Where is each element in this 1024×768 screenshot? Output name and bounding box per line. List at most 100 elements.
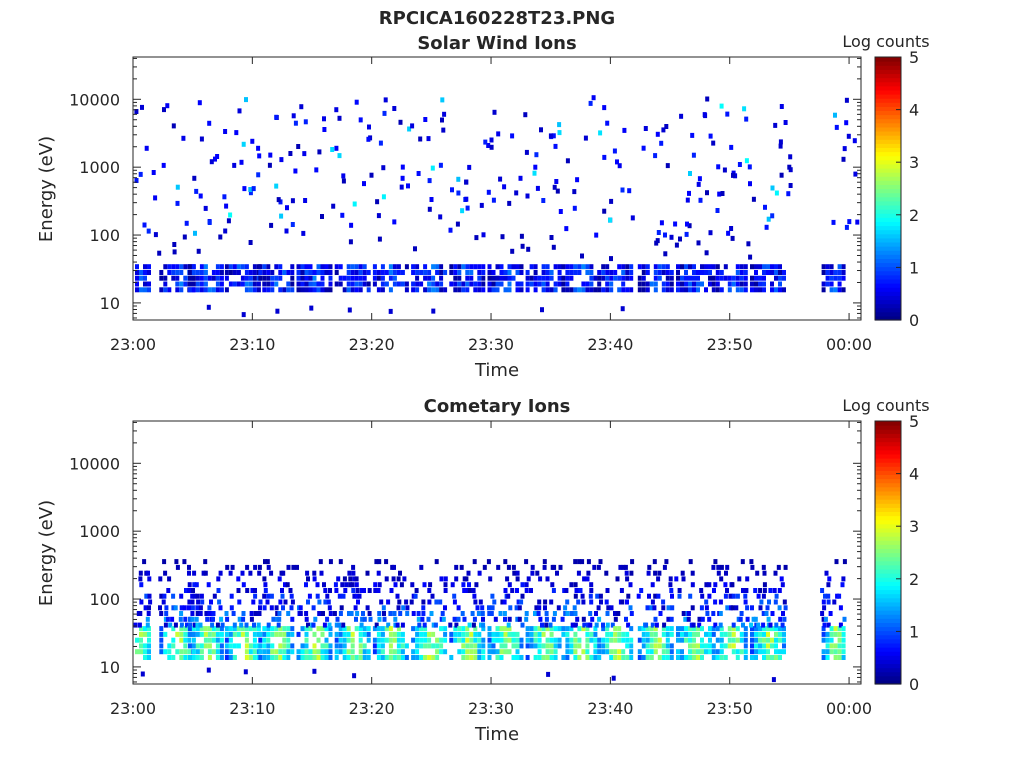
spectrogram-cell: [605, 643, 610, 649]
spectrogram-cell: [147, 270, 151, 275]
spectrogram-cell: [546, 671, 551, 677]
spectrogram-cell: [743, 287, 748, 293]
spectrogram-cell: [688, 649, 692, 655]
spectrogram-cell: [617, 655, 622, 660]
spectrogram-cell: [422, 582, 427, 588]
spectrogram-cell: [557, 281, 562, 287]
spectrogram-cell: [372, 649, 377, 655]
colorbar-segment: [875, 515, 901, 521]
spectrogram-cell: [532, 170, 537, 176]
spectrogram-cell: [477, 275, 482, 281]
spectrogram-cell: [262, 593, 267, 599]
spectrogram-cell: [269, 605, 274, 611]
spectrogram-cell: [215, 275, 220, 281]
spectrogram-cell: [228, 264, 233, 270]
spectrogram-cell: [381, 194, 386, 200]
spectrogram-cell: [143, 287, 147, 293]
colorbar-segment: [875, 560, 901, 566]
spectrogram-cell: [525, 637, 530, 643]
spectrogram-cell: [541, 270, 546, 275]
spectrogram-cell: [700, 593, 705, 599]
spectrogram-cell: [713, 582, 718, 588]
spectrogram-cell: [537, 605, 542, 611]
spectrogram-cell: [165, 616, 170, 622]
spectrogram-cell: [825, 655, 830, 660]
spectrogram-cell: [519, 637, 524, 643]
spectrogram-cell: [175, 200, 180, 206]
spectrogram-cell: [512, 570, 517, 576]
spectrogram-cell: [477, 570, 482, 576]
spectrogram-cell: [664, 559, 669, 565]
spectrogram-cell: [311, 605, 316, 611]
spectrogram-cell: [139, 599, 144, 605]
spectrogram-cell: [837, 643, 842, 649]
spectrogram-cell: [473, 287, 478, 293]
spectrogram-cell: [524, 588, 529, 593]
spectrogram-cell: [472, 559, 477, 565]
spectrogram-cell: [661, 127, 666, 133]
colorbar-segment: [875, 663, 901, 669]
spectrogram-cell: [187, 622, 192, 628]
spectrogram-cell: [737, 162, 742, 167]
spectrogram-cell: [777, 605, 782, 611]
spectrogram-cell: [617, 626, 622, 632]
spectrogram-cell: [201, 570, 206, 576]
spectrogram-cell: [621, 631, 626, 637]
spectrogram-cell: [159, 593, 164, 599]
spectrogram-cell: [782, 643, 786, 649]
spectrogram-cell: [464, 576, 469, 582]
spectrogram-cell: [380, 631, 385, 637]
spectrogram-cell: [605, 588, 610, 593]
spectrogram-cell: [557, 264, 562, 270]
spectrogram-cell: [766, 270, 770, 275]
spectrogram-cell: [274, 655, 279, 660]
spectrogram-cell: [758, 637, 762, 643]
spectrogram-cell: [266, 622, 271, 628]
spectrogram-cell: [744, 158, 749, 164]
spectrogram-cell: [740, 559, 745, 565]
spectrogram-cell: [625, 631, 630, 637]
spectrogram-cell: [735, 655, 740, 660]
spectrogram-cell: [755, 570, 760, 576]
spectrogram-cell: [282, 631, 287, 637]
spectrogram-cell: [774, 631, 778, 637]
spectrogram-cell: [304, 275, 309, 281]
spectrogram-cell: [716, 570, 721, 576]
spectrogram-cell: [481, 270, 486, 275]
spectrogram-cell: [435, 264, 440, 270]
spectrogram-cell: [733, 173, 738, 179]
spectrogram-cell: [556, 605, 561, 611]
colorbar-tick-label: 1: [909, 622, 919, 641]
spectrogram-cell: [281, 570, 286, 576]
spectrogram-cell: [684, 631, 688, 637]
spectrogram-cell: [731, 281, 736, 287]
x-tick-label: 23:00: [110, 335, 156, 354]
spectrogram-cell: [224, 649, 229, 655]
spectrogram-cell: [821, 616, 826, 622]
spectrogram-cell: [786, 191, 791, 197]
spectrogram-cell: [376, 588, 381, 593]
spectrogram-cell: [758, 605, 763, 611]
spectrogram-cell: [159, 637, 164, 643]
spectrogram-cell: [443, 626, 448, 632]
spectrogram-cell: [717, 191, 722, 197]
spectrogram-cell: [821, 287, 826, 293]
spectrogram-cell: [461, 643, 466, 649]
spectrogram-cell: [844, 224, 849, 230]
spectrogram-cell: [400, 655, 405, 660]
x-tick-label: 00:00: [826, 335, 872, 354]
spectrogram-cell: [338, 281, 343, 287]
spectrogram-cell: [431, 643, 436, 649]
spectrogram-cell: [350, 655, 355, 660]
y-tick-label: 10: [100, 658, 120, 677]
spectrogram-cell: [715, 208, 720, 213]
spectrogram-cell: [334, 637, 339, 643]
spectrogram-cell: [153, 232, 158, 238]
spectrogram-cell: [262, 631, 267, 637]
spectrogram-cell: [252, 281, 257, 287]
spectrogram-cell: [676, 264, 680, 270]
spectrogram-cell: [770, 626, 774, 632]
spectrogram-cell: [465, 649, 470, 655]
spectrogram-cell: [266, 631, 271, 637]
